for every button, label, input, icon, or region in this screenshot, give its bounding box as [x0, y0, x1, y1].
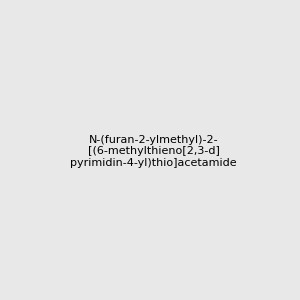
Text: N-(furan-2-ylmethyl)-2-
[(6-methylthieno[2,3-d]
pyrimidin-4-yl)thio]acetamide: N-(furan-2-ylmethyl)-2- [(6-methylthieno… [70, 135, 237, 168]
